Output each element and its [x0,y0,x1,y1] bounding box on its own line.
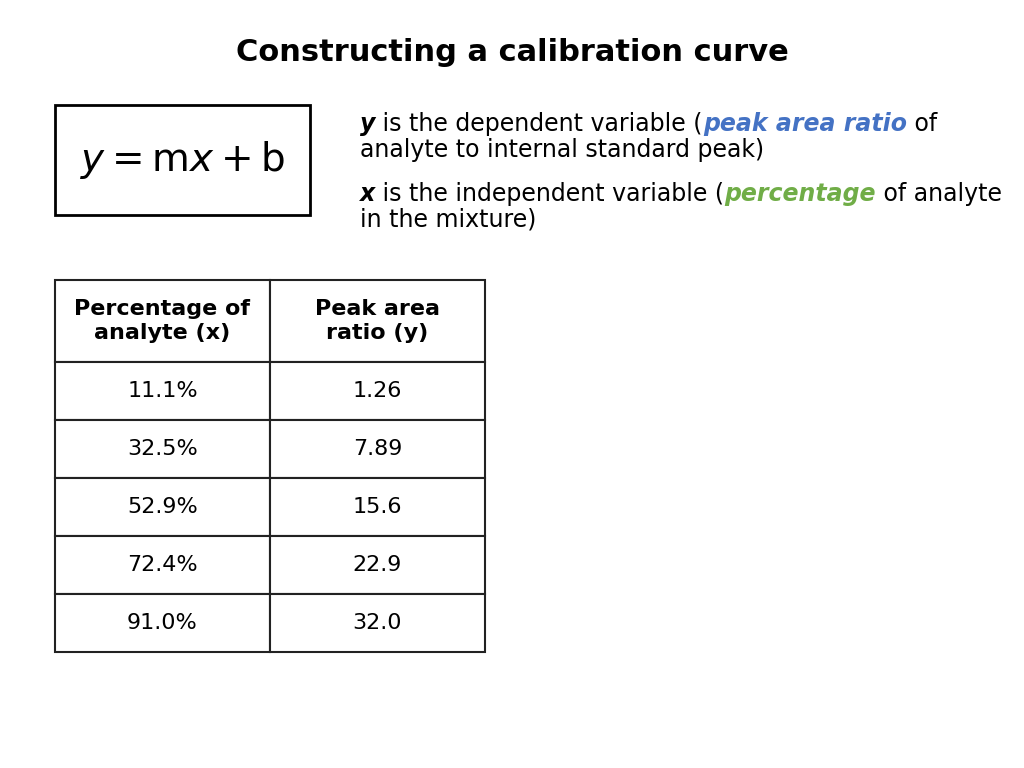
Text: y: y [360,112,376,136]
Bar [270,420,485,478]
Text: 7.89: 7.89 [353,439,402,459]
Bar [270,536,485,594]
Bar [55,105,310,215]
Text: 1.26: 1.26 [353,381,402,401]
Bar [55,594,270,652]
Bar [270,478,485,536]
Text: 72.4%: 72.4% [127,555,198,575]
Text: x: x [360,182,375,206]
Text: 15.6: 15.6 [352,497,402,517]
Text: Percentage of
analyte (x): Percentage of analyte (x) [75,300,251,343]
Text: 11.1%: 11.1% [127,381,198,401]
Text: peak area ratio: peak area ratio [702,112,906,136]
Text: $y = \mathrm{m}x + \mathrm{b}$: $y = \mathrm{m}x + \mathrm{b}$ [80,139,285,181]
Bar [270,362,485,420]
Text: percentage: percentage [724,182,876,206]
Bar [55,280,270,362]
Text: 91.0%: 91.0% [127,613,198,633]
Bar [270,280,485,362]
Text: is the dependent variable (: is the dependent variable ( [376,112,702,136]
Text: 32.5%: 32.5% [127,439,198,459]
Text: of: of [906,112,937,136]
Text: 52.9%: 52.9% [127,497,198,517]
Text: Constructing a calibration curve: Constructing a calibration curve [236,38,788,67]
Text: 22.9: 22.9 [353,555,402,575]
Bar [270,594,485,652]
Bar [55,536,270,594]
Bar [55,478,270,536]
Bar [55,420,270,478]
Text: is the independent variable (: is the independent variable ( [375,182,724,206]
Text: analyte to internal standard peak): analyte to internal standard peak) [360,138,764,162]
Text: Peak area
ratio (y): Peak area ratio (y) [315,300,440,343]
Text: 32.0: 32.0 [352,613,402,633]
Text: in the mixture): in the mixture) [360,208,537,232]
Text: of analyte: of analyte [876,182,1001,206]
Bar [55,362,270,420]
